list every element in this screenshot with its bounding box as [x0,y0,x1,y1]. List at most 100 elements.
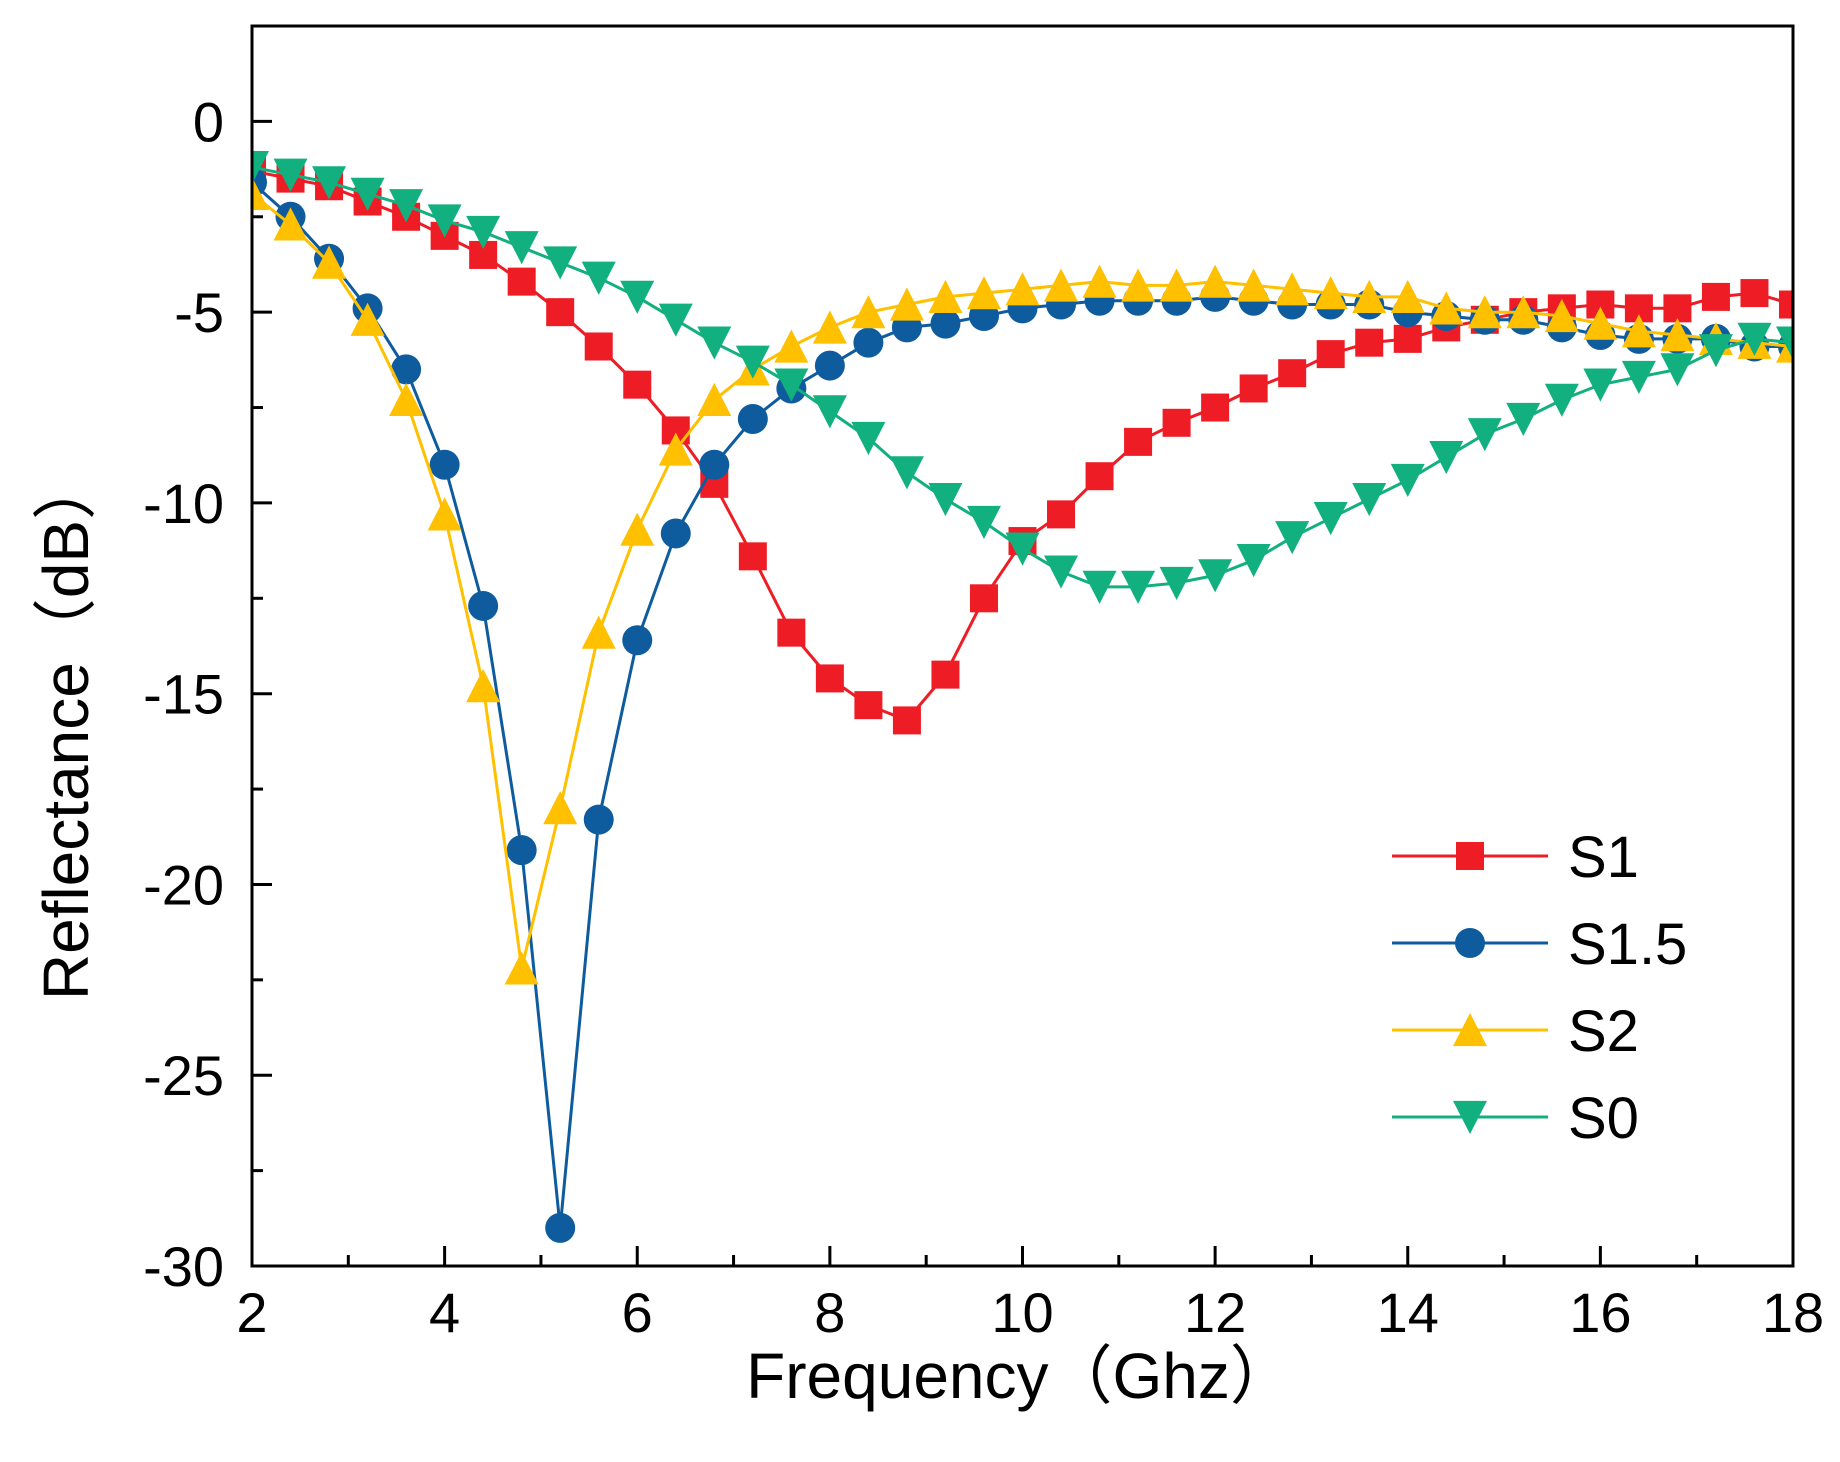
x-tick-label: 14 [1377,1281,1439,1344]
data-point-S2 [1313,276,1348,310]
data-point-S1 [1239,374,1268,403]
data-point-S1.5 [391,354,422,385]
axes: 2 4 6 8 10 12 14 16 18 0 -5 -10 -15 -20 -25 -30 [143,24,1824,1344]
data-point-S1 [1663,294,1692,323]
data-point-S2 [312,245,347,279]
data-point-S2 [889,287,924,321]
data-point-S2 [1121,268,1156,302]
data-point-S2 [851,295,886,329]
data-point-S0 [1044,555,1079,589]
data-point-S2 [1082,264,1117,298]
data-point-S0 [1005,532,1040,566]
x-tick-label: 4 [429,1281,460,1344]
data-point-S1 [1124,427,1153,456]
data-point-S0 [658,303,693,337]
data-point-S2 [1660,318,1695,352]
data-point-S0 [1236,544,1271,578]
y-axis-title: Reflectance（dB） [30,456,102,1000]
data-point-S1 [1201,393,1230,422]
data-point-S1 [892,706,921,735]
data-point-S2 [620,512,655,546]
data-point-S2 [350,302,385,336]
data-point-S1 [1740,279,1769,308]
data-point-S2 [1506,295,1541,329]
data-point-S0 [389,189,424,223]
data-point-S2 [466,669,501,703]
data-point-S2 [1583,306,1618,340]
data-point-S0 [735,345,770,379]
legend-marker [1453,1013,1487,1047]
legend-item-S1.5: S1.5 [1392,912,1687,977]
legend-item-S1: S1 [1392,825,1639,890]
plot-frame [250,24,1795,1268]
data-point-S2 [581,615,616,649]
data-point-S0 [1467,418,1502,452]
data-point-S2 [1352,279,1387,314]
data-point-S0 [966,505,1001,539]
plot-area [252,151,1793,1243]
data-point-S0 [1506,402,1541,436]
data-point-S1 [1085,462,1114,491]
data-point-S0 [543,246,578,280]
data-point-S0 [774,368,809,402]
data-point-S0 [581,261,616,295]
data-point-S2 [928,279,963,314]
series-S0 [252,151,1793,604]
y-tick-label: -10 [143,472,224,535]
data-point-S0 [312,166,347,200]
data-point-S1.5 [506,835,537,866]
legend-item-S0: S0 [1392,1086,1639,1151]
data-point-S2 [1005,272,1040,306]
data-point-S0 [620,280,655,314]
x-tick-label: 2 [236,1281,267,1344]
data-point-S1 [777,618,806,647]
data-point-S1 [507,267,536,296]
y-tick-label: -25 [143,1044,224,1107]
x-tick-label: 16 [1569,1281,1631,1344]
data-point-S2 [658,432,693,466]
data-point-S1 [854,691,883,720]
x-tick-label: 10 [991,1281,1053,1344]
legend-label: S2 [1568,999,1639,1064]
data-point-S0 [928,482,963,517]
data-point-S1.5 [468,590,499,621]
x-tick-label: 18 [1762,1281,1824,1344]
data-point-S2 [774,329,809,363]
data-point-S2 [1621,314,1656,348]
data-point-S0 [812,395,847,429]
data-point-S0 [697,326,732,360]
x-axis-title: Frequency（Ghz） [746,1340,1294,1412]
data-point-S2 [504,951,539,985]
data-point-S1 [1779,290,1793,319]
data-point-S1 [584,332,613,361]
data-point-S1 [969,584,998,613]
data-point-S1 [1047,500,1076,529]
data-point-S1 [1316,340,1345,369]
data-point-S0 [1082,570,1117,604]
data-point-S0 [1698,334,1733,368]
data-point-S0 [1198,559,1233,593]
data-point-S1 [1701,282,1730,311]
data-point-S1 [815,664,844,693]
data-point-S0 [1429,440,1464,475]
data-point-S0 [1660,353,1695,387]
legend-label: S0 [1568,1086,1639,1151]
data-point-S2 [1467,295,1502,329]
data-point-S2 [1198,264,1233,298]
x-tick-label: 12 [1184,1281,1246,1344]
data-point-S1.5 [699,449,730,480]
x-tick-label: 8 [814,1281,845,1344]
data-point-S0 [1352,482,1387,517]
data-point-S1.5 [429,449,460,480]
data-point-S1.5 [853,327,884,358]
legend-marker [1455,928,1485,958]
data-point-S1 [738,542,767,571]
data-point-S0 [889,456,924,490]
data-point-S1 [1162,408,1191,437]
data-point-S1 [546,298,575,327]
data-point-S2 [697,382,732,417]
data-point-S1.5 [737,403,768,434]
y-tick-label: -20 [143,853,224,916]
data-point-S0 [1776,326,1793,360]
